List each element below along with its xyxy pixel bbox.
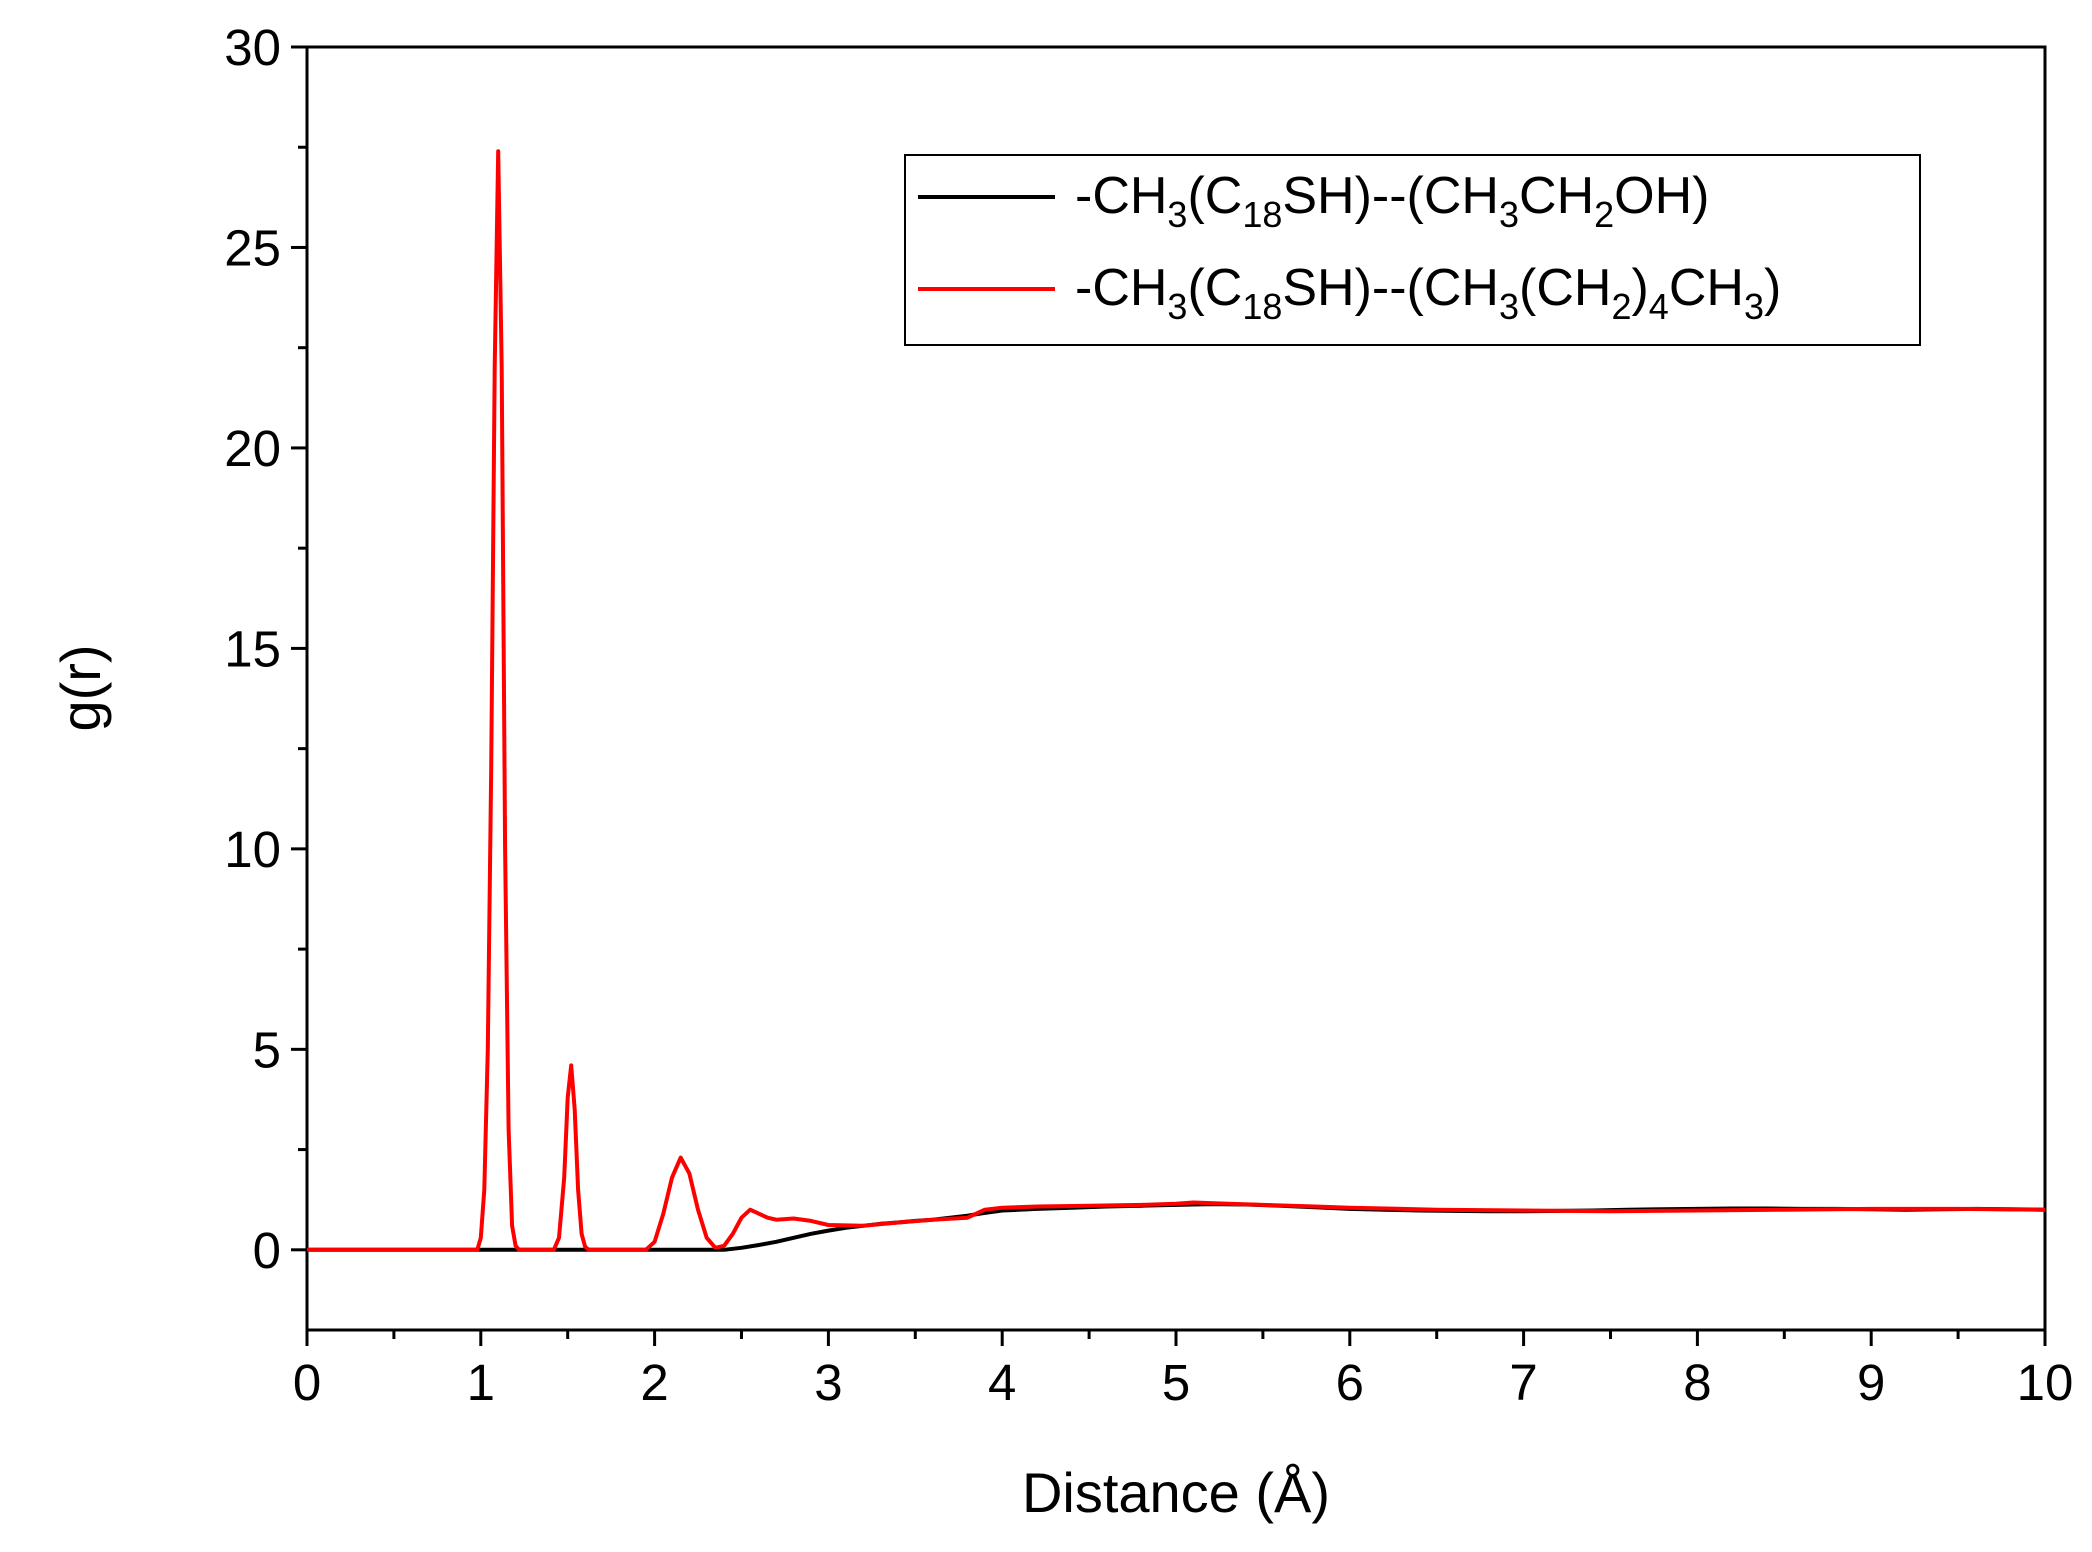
x-tick-label: 8 <box>1683 1354 1711 1411</box>
legend: -CH3(C18SH)--(CH3CH2OH) -CH3(C18SH)--(CH3… <box>904 154 1921 346</box>
series-line-2 <box>307 149 2046 1252</box>
x-tick-label: 3 <box>814 1354 842 1411</box>
x-tick-label: 5 <box>1162 1354 1190 1411</box>
x-axis-tick-labels: 0 1 2 3 4 5 6 7 8 9 10 <box>293 1354 2074 1411</box>
legend-box <box>904 154 1921 346</box>
y-tick-label: 20 <box>224 420 281 477</box>
x-tick-label: 9 <box>1857 1354 1885 1411</box>
x-axis-ticks <box>305 1330 2047 1346</box>
y-tick-label: 10 <box>224 821 281 878</box>
x-tick-label: 10 <box>2017 1354 2074 1411</box>
y-tick-label: 25 <box>224 219 281 276</box>
x-tick-label: 0 <box>293 1354 321 1411</box>
x-tick-label: 4 <box>988 1354 1016 1411</box>
plot-area: 0 1 2 3 4 5 6 7 8 9 10 0 5 10 15 20 25 30 <box>224 19 2073 1411</box>
y-tick-label: 0 <box>253 1222 281 1279</box>
x-tick-label: 1 <box>467 1354 495 1411</box>
y-tick-label: 15 <box>224 620 281 677</box>
x-tick-label: 6 <box>1336 1354 1364 1411</box>
legend-label-2: -CH3(C18SH)--(CH3(CH2)4CH3) <box>1075 259 1781 327</box>
y-axis-tick-labels: 0 5 10 15 20 25 30 <box>224 19 281 1279</box>
y-axis-ticks <box>291 45 307 1252</box>
y-tick-label: 5 <box>253 1021 281 1078</box>
legend-items: -CH3(C18SH)--(CH3CH2OH) -CH3(C18SH)--(CH3… <box>918 167 1781 327</box>
y-axis-title: g(r) <box>49 644 112 731</box>
y-tick-label: 30 <box>224 19 281 76</box>
x-tick-label: 7 <box>1509 1354 1537 1411</box>
x-axis-title: Distance (Å) <box>1022 1461 1330 1524</box>
legend-label-1: -CH3(C18SH)--(CH3CH2OH) <box>1075 167 1709 235</box>
x-tick-label: 2 <box>640 1354 668 1411</box>
series-lines <box>307 149 2046 1252</box>
